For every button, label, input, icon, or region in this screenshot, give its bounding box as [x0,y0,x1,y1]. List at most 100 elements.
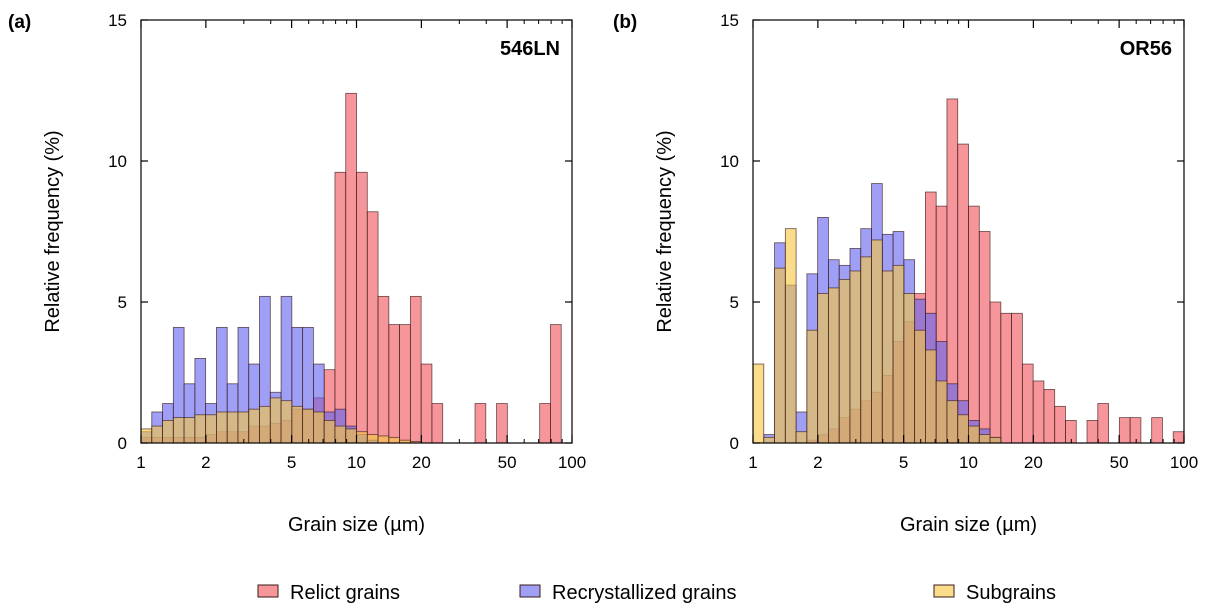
bar [892,264,905,444]
bar [377,295,390,444]
legend-swatch [257,584,279,598]
bar [323,420,336,444]
bar [334,171,347,444]
bar [914,329,926,444]
panel-label: (a) [8,12,31,33]
y-tick-label: 10 [108,152,127,171]
bar [259,405,271,444]
bar [388,324,401,444]
x-tick-label: 100 [558,453,586,472]
bar [752,363,765,444]
x-tick-label: 10 [347,453,366,472]
bar [1151,417,1163,444]
x-tick-label: 20 [412,453,431,472]
legend: Relict grains Recrystallized grains Subgra… [257,582,1056,604]
x-tick-label: 1 [748,453,757,472]
x-tick-label: 100 [1170,453,1198,472]
bar [828,287,840,444]
bar [774,267,786,444]
bar [795,431,808,444]
bar [345,92,357,444]
x-tick-label: 5 [287,453,296,472]
series-subgrains [752,228,1002,444]
sample-label: OR56 [1120,38,1172,60]
bar [806,329,819,444]
x-tick-label: 50 [1110,453,1129,472]
legend-item: Relict grains [257,582,400,604]
legend-label: Recrystallized grains [552,582,737,604]
x-tick-label: 5 [899,453,908,472]
y-tick-label: 0 [118,434,127,453]
x-tick-label: 1 [136,453,145,472]
legend-item: Recrystallized grains [519,582,737,604]
bar [205,414,217,444]
y-tick-label: 0 [730,434,739,453]
bar [1021,363,1034,444]
y-tick-label: 5 [730,293,739,312]
bar [871,239,883,444]
bar [881,270,894,444]
bar [420,363,433,444]
legend-item: Subgrains [933,582,1056,604]
bar [817,293,829,444]
bar [183,417,196,444]
bar [140,428,153,444]
panel-label: (b) [613,12,637,33]
bar [1086,420,1099,444]
bar [226,411,239,444]
bar [399,324,411,444]
bar [409,295,422,444]
legend-label: Subgrains [966,582,1056,604]
x-axis-title: Grain size (µm) [900,514,1037,536]
bar [784,228,797,444]
bar [269,397,282,444]
bar [1097,403,1109,444]
bar [539,403,551,444]
bar [978,434,991,444]
bar [903,293,916,444]
bar [935,380,948,444]
bar [280,400,293,444]
legend-swatch [933,584,955,598]
y-tick-label: 15 [108,11,127,30]
bar [838,279,851,444]
bar [1129,417,1142,444]
bar [366,434,379,444]
bar [849,270,862,444]
y-tick-label: 10 [720,152,739,171]
bar [957,143,969,444]
bar [194,414,207,444]
bar [356,171,368,444]
bar [978,231,991,444]
bar [1172,431,1185,444]
bar [302,408,314,444]
bar [356,431,368,444]
x-tick-label: 20 [1024,453,1043,472]
bar [377,435,390,444]
bar [388,436,401,444]
bar [957,414,969,444]
bar [1011,312,1023,444]
bar [550,324,562,444]
y-axis-title: Relative frequency (%) [42,130,64,332]
sample-label: 546LN [500,38,560,60]
y-tick-label: 15 [720,11,739,30]
bar [1032,380,1045,444]
bar [1043,389,1056,444]
bar [925,349,937,444]
y-tick-label: 5 [118,293,127,312]
y-axis-title: Relative frequency (%) [654,130,676,332]
bar [162,420,174,444]
bar [474,403,487,444]
bar [989,301,1002,444]
bar [968,425,980,444]
legend-label: Relict grains [290,582,400,604]
bar [989,436,1002,444]
bar [946,400,959,444]
bar [248,408,260,444]
bar [151,425,163,444]
bar [334,425,347,444]
bar [431,403,444,444]
panel-b: 0 5 10 15 1 2 5 10 20 50 100 Grain size (µm) Relativ… [613,11,1198,536]
